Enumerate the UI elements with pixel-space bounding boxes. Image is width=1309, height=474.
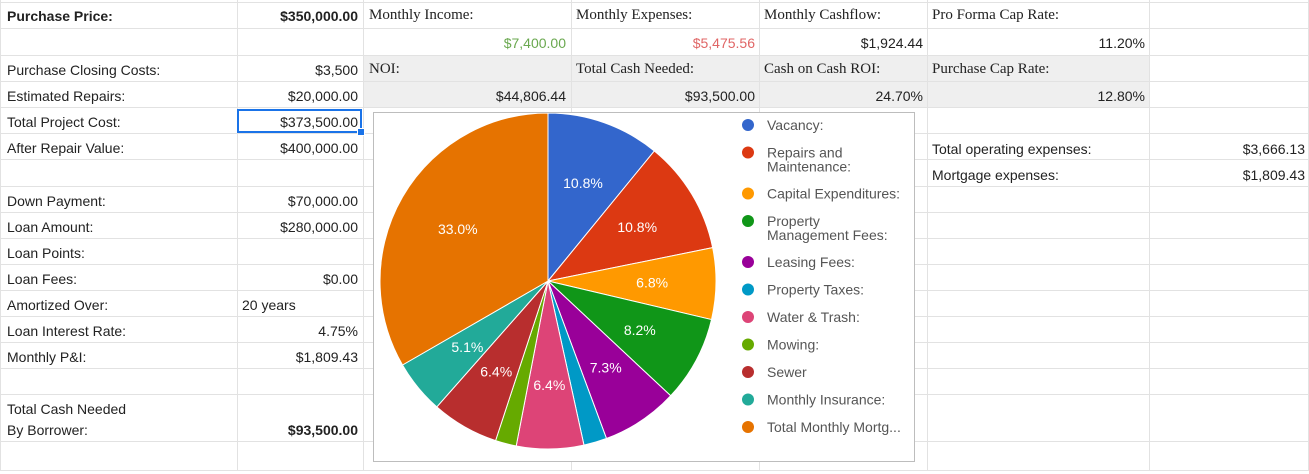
loan-fees-label: Loan Fees: [7,271,78,287]
total-cash-needed-summary-value[interactable]: $93,500.00 [684,88,755,104]
monthly-income-value[interactable]: $7,400.00 [503,35,566,51]
pro-forma-cap-rate-label: Pro Forma Cap Rate: [932,7,1060,23]
pie-slice[interactable] [546,150,714,282]
monthly-cashflow-value[interactable]: $1,924.44 [860,35,923,51]
legend-label: Monthly Insurance: [767,392,885,408]
legend-label: Total Monthly Mortg... [767,419,901,435]
slice-percent-label: 7.3% [590,360,622,376]
noi-value[interactable]: $44,806.44 [495,88,566,104]
slice-percent-label: 6.8% [636,275,668,291]
legend-label: Capital Expenditures: [767,186,900,202]
cash-on-cash-roi-label: Cash on Cash ROI: [764,61,881,77]
total-cash-needed-summary-label: Total Cash Needed: [576,61,695,77]
loan-interest-rate-label: Loan Interest Rate: [7,323,127,339]
pie-slice[interactable] [547,113,656,283]
monthly-cashflow-label: Monthly Cashflow: [764,7,882,23]
mortgage-expenses-value[interactable]: $1,809.43 [1242,167,1305,183]
legend-label: Sewer [767,364,807,380]
down-payment-label: Down Payment: [7,193,106,209]
pie-slice[interactable] [379,113,549,366]
monthly-expenses-value[interactable]: $5,475.56 [692,35,755,51]
purchase-closing-costs-value[interactable]: $3,500 [315,62,358,78]
active-cell-selection[interactable] [237,109,362,133]
total-cash-needed-value[interactable]: $93,500.00 [287,422,358,438]
legend-swatch [742,119,754,131]
loan-amount-label: Loan Amount: [7,219,94,235]
legend-label: Water & Trash: [767,309,860,325]
legend-label: Property Taxes: [767,282,864,298]
total-operating-expenses-value[interactable]: $3,666.13 [1242,141,1305,157]
pie-slice[interactable] [546,280,713,397]
legend-swatch [742,187,754,200]
down-payment-value[interactable]: $70,000.00 [287,193,358,209]
estimated-repairs-label: Estimated Repairs: [7,88,126,104]
purchase-cap-rate-label: Purchase Cap Rate: [932,61,1050,77]
slice-percent-label: 8.2% [624,322,656,338]
loan-fees-value[interactable]: $0.00 [322,271,358,287]
noi-label: NOI: [369,61,400,77]
amortized-over-label: Amortized Over: [7,297,109,313]
total-project-cost-value[interactable]: $373,500.00 [280,114,358,130]
legend-swatch [742,215,754,227]
legend-label: Repairs and [767,145,843,161]
total-cash-needed-label-line1: Total Cash Needed [7,401,127,417]
legend-swatch [742,311,754,323]
loan-interest-rate-value[interactable]: 4.75% [318,323,358,339]
monthly-expenses-label: Monthly Expenses: [576,7,693,23]
purchase-closing-costs-label: Purchase Closing Costs: [7,62,161,78]
purchase-price-label: Purchase Price: [7,8,113,24]
mortgage-expenses-label: Mortgage expenses: [932,167,1059,183]
legend-swatch [742,393,754,406]
legend-swatch [742,421,754,433]
monthly-income-label: Monthly Income: [369,7,474,23]
legend-label: Property [767,213,820,229]
legend-swatch [742,366,754,378]
slice-percent-label: 10.8% [563,175,603,191]
pro-forma-cap-rate-value[interactable]: 11.20% [1098,35,1145,51]
monthly-pi-value[interactable]: $1,809.43 [295,349,358,365]
purchase-price-value[interactable]: $350,000.00 [280,8,358,24]
legend-label: Maintenance: [767,159,851,175]
loan-points-label: Loan Points: [7,245,85,261]
loan-amount-value[interactable]: $280,000.00 [280,219,358,235]
slice-percent-label: 10.8% [617,219,657,235]
legend-label: Leasing Fees: [767,254,855,270]
legend-label: Vacancy: [767,117,824,133]
amortized-over-value[interactable]: 20 years [242,297,296,313]
legend-swatch [742,338,754,351]
total-cash-needed-label-line2: By Borrower: [7,422,88,438]
purchase-cap-rate-value[interactable]: 12.80% [1097,88,1145,104]
slice-percent-label: 33.0% [438,221,478,237]
legend-swatch [742,146,754,159]
legend-label: Management Fees: [767,227,888,243]
pie-chart-svg: 10.8% 10.8% 6.8% 8.2% 7.3% 6.4% 6.4% 5.1% 33.0% V… [379,113,901,450]
legend-label: Mowing: [767,337,819,353]
slice-percent-label: 6.4% [480,363,512,379]
total-operating-expenses-label: Total operating expenses: [932,141,1092,157]
cash-on-cash-roi-value[interactable]: 24.70% [875,88,923,104]
legend-swatch [742,283,754,296]
expense-pie-chart[interactable]: 10.8% 10.8% 6.8% 8.2% 7.3% 6.4% 6.4% 5.1% 33.0% V… [373,112,915,462]
after-repair-value-value[interactable]: $400,000.00 [280,140,358,156]
monthly-pi-label: Monthly P&I: [7,349,87,365]
legend-swatch [742,256,754,268]
after-repair-value-label: After Repair Value: [7,140,125,156]
fill-handle[interactable] [357,128,365,136]
total-project-cost-label: Total Project Cost: [7,114,121,130]
slice-percent-label: 6.4% [533,377,565,393]
slice-percent-label: 5.1% [451,339,483,355]
estimated-repairs-value[interactable]: $20,000.00 [287,88,358,104]
